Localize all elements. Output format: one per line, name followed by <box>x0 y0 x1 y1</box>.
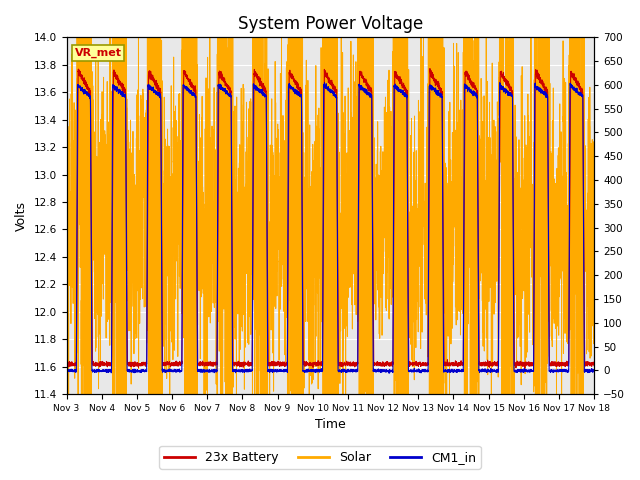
Text: VR_met: VR_met <box>74 48 122 58</box>
X-axis label: Time: Time <box>315 419 346 432</box>
Title: System Power Voltage: System Power Voltage <box>237 15 423 33</box>
Legend: 23x Battery, Solar, CM1_in: 23x Battery, Solar, CM1_in <box>159 446 481 469</box>
Y-axis label: Volts: Volts <box>15 201 28 231</box>
